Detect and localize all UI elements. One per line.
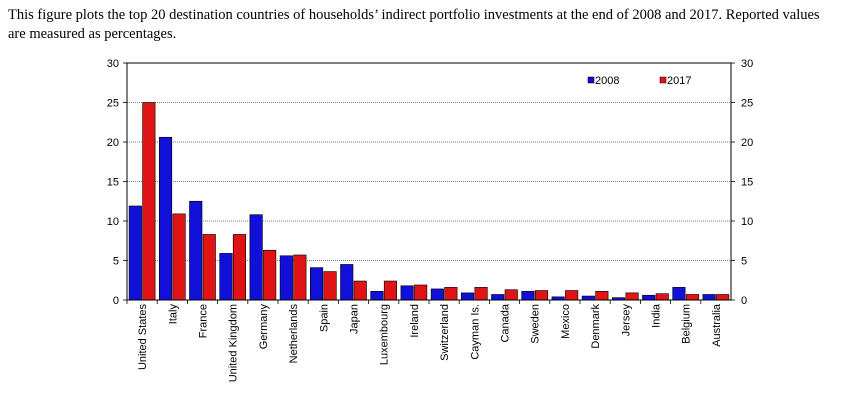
axes: [123, 62, 735, 304]
bar-2008-japan: [340, 264, 354, 301]
y-tick-label-right: 20: [741, 137, 753, 149]
bar-2008-ireland: [400, 285, 414, 301]
category-label: Denmark: [590, 304, 602, 349]
bar-2017-canada: [504, 289, 518, 301]
y-tick-label-left: 5: [113, 256, 119, 268]
y-tick-label-right: 25: [741, 98, 753, 110]
category-label: Italy: [167, 304, 179, 325]
bars: [128, 102, 730, 301]
category-label: India: [651, 303, 663, 328]
bar-2017-united-kingdom: [232, 234, 246, 301]
y-tick-label-left: 0: [113, 295, 119, 307]
category-label: Belgium: [681, 304, 693, 344]
category-label: Ireland: [409, 304, 421, 338]
category-label: Cayman Is.: [469, 304, 481, 360]
bar-2017-denmark: [595, 291, 609, 301]
legend-label-2017: 2017: [667, 75, 691, 87]
bar-2017-india: [655, 293, 669, 301]
bar-2008-sweden: [521, 291, 535, 301]
bar-2008-luxembourg: [370, 291, 384, 301]
category-label: Luxembourg: [379, 304, 391, 365]
bar-2017-luxembourg: [383, 280, 398, 301]
tick-labels: 0 0 5 5 10 10 15 15 20 20 25 25 30 30: [107, 58, 754, 307]
bar-2008-india: [642, 294, 656, 301]
bar-2008-canada: [491, 294, 505, 301]
y-tick-label-left: 25: [107, 98, 119, 110]
y-tick-label-right: 0: [741, 295, 747, 307]
y-tick-label-right: 10: [741, 216, 753, 228]
legend: 2008 2017: [587, 75, 691, 87]
category-label: Sweden: [530, 304, 542, 344]
y-tick-label-left: 10: [107, 216, 119, 228]
category-label: Jersey: [620, 304, 632, 337]
bar-2008-germany: [249, 214, 263, 301]
bar-2017-mexico: [565, 290, 579, 301]
category-label: Netherlands: [288, 304, 300, 364]
bar-2008-denmark: [581, 295, 595, 301]
bar-2008-italy: [159, 136, 173, 301]
legend-swatch-2008: [587, 76, 595, 84]
bar-2008-netherlands: [279, 255, 293, 301]
bar-2008-united-kingdom: [219, 253, 233, 301]
category-label: United Kingdom: [228, 304, 240, 382]
bar-2017-spain: [323, 271, 337, 301]
category-label: Canada: [500, 303, 512, 342]
bar-2017-switzerland: [444, 287, 458, 301]
y-tick-label-right: 5: [741, 256, 747, 268]
bar-2008-australia: [702, 294, 716, 301]
bar-2017-france: [202, 234, 216, 301]
y-tick-label-left: 15: [107, 177, 119, 189]
legend-label-2008: 2008: [595, 75, 619, 87]
category-label: Switzerland: [439, 304, 451, 361]
category-label: United States: [137, 304, 149, 371]
bar-2008-belgium: [672, 287, 686, 301]
bar-2008-france: [189, 200, 203, 301]
category-label: Spain: [318, 304, 330, 332]
bar-2017-united-states: [142, 102, 156, 301]
bar-2008-switzerland: [430, 288, 444, 301]
bar-2017-ireland: [414, 284, 428, 301]
bar-2008-united-states: [128, 205, 142, 301]
y-tick-label-left: 20: [107, 137, 119, 149]
bar-2017-belgium: [685, 294, 700, 301]
y-tick-label-left: 30: [107, 58, 119, 70]
figure-caption: This figure plots the top 20 destination…: [8, 7, 820, 42]
bar-2008-cayman-is-: [460, 292, 475, 301]
bar-2017-germany: [263, 249, 277, 301]
bar-2017-japan: [353, 280, 367, 301]
category-label: Japan: [349, 304, 361, 334]
y-tick-label-right: 15: [741, 177, 753, 189]
gridlines: [127, 102, 731, 261]
category-label: Mexico: [560, 304, 572, 339]
bar-2017-cayman-is-: [474, 287, 488, 301]
y-tick-label-right: 30: [741, 58, 753, 70]
bar-2017-italy: [172, 213, 186, 301]
category-label: Australia: [711, 303, 723, 347]
bar-2017-jersey: [625, 292, 639, 301]
category-labels: United States Italy France United Kingdom Ge…: [137, 303, 723, 382]
bar-2017-netherlands: [293, 254, 307, 301]
category-label: Germany: [258, 304, 270, 350]
bar-2008-spain: [309, 267, 324, 301]
category-label: France: [198, 304, 210, 338]
bar-2017-australia: [716, 294, 730, 301]
bar-2017-sweden: [534, 290, 549, 301]
legend-swatch-2017: [659, 76, 667, 84]
